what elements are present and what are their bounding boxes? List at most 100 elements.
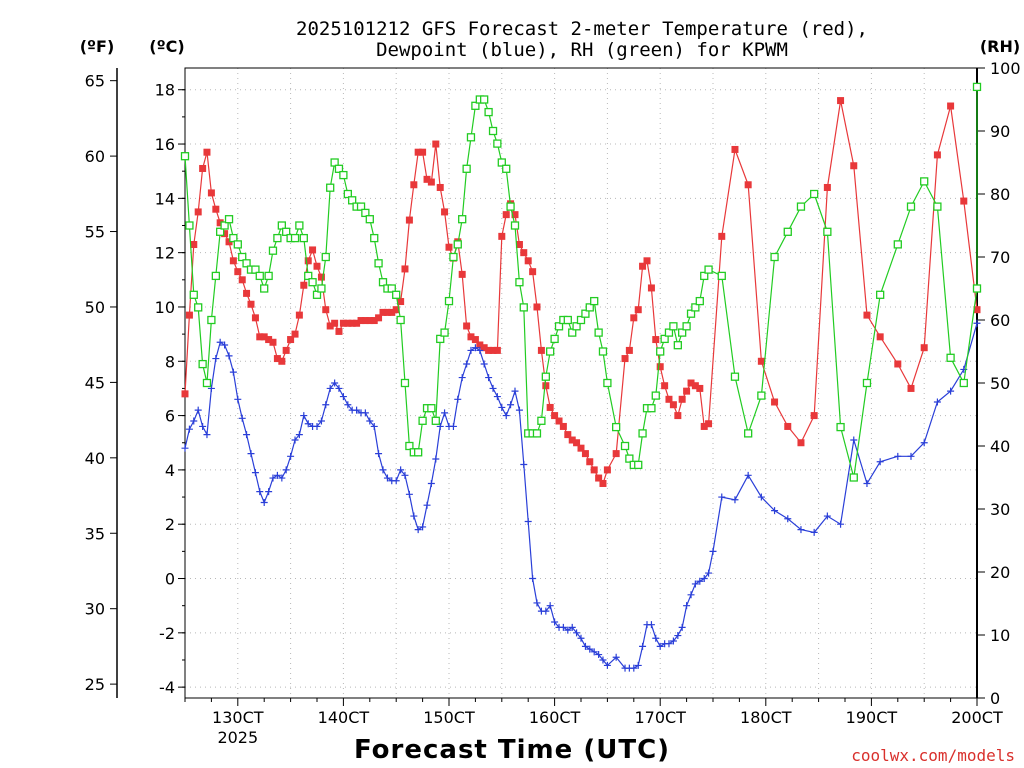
rh-point: [510, 221, 520, 230]
rh-point: [458, 215, 467, 224]
temperature-point: [595, 474, 603, 482]
temperature-point: [397, 298, 405, 306]
temperature-point: [379, 308, 387, 316]
temperature-point: [573, 439, 581, 447]
temperature-point: [480, 344, 488, 352]
rh-point: [546, 347, 555, 356]
chart-title-line-2: Dewpoint (blue), RH (green) for KPWM: [376, 39, 788, 61]
temperature-point: [577, 444, 585, 452]
rh-point: [554, 322, 564, 331]
dewpoint-point: [771, 507, 779, 515]
rh-point: [959, 378, 968, 388]
dewpoint-point: [313, 422, 321, 430]
dewpoint-point: [304, 420, 312, 428]
dewpoint-point: [419, 523, 427, 531]
fahrenheit-tick-label: 65: [85, 72, 105, 91]
rh-tick-label: 50: [990, 374, 1010, 393]
temperature-point: [524, 257, 532, 265]
dewpoint-point: [603, 661, 611, 669]
rh-point: [876, 290, 885, 299]
dewpoint-point: [907, 452, 915, 460]
dewpoint-point: [529, 575, 537, 583]
dewpoint-point: [225, 352, 233, 360]
temperature-point: [388, 308, 396, 316]
rh-point: [972, 284, 982, 293]
rh-point: [480, 95, 489, 104]
celsius-tick-label: 12: [155, 244, 175, 263]
celsius-ticks: -4 -2 0 2 4 6 8 10 12 14 16 18: [155, 81, 185, 697]
rh-point: [515, 278, 524, 287]
rh-point: [603, 378, 612, 388]
dewpoint-point: [542, 607, 550, 615]
temperature-point: [630, 314, 638, 322]
rh-point: [730, 372, 740, 381]
rh-point: [502, 164, 511, 173]
rh-point: [647, 404, 656, 413]
temperature-point: [441, 208, 449, 216]
temperature-point: [401, 265, 409, 273]
dewpoint-point: [287, 452, 295, 460]
temperature-point: [546, 403, 554, 411]
dewpoint-point: [700, 575, 708, 583]
rh-tick-label: 30: [990, 500, 1010, 519]
rh-point: [757, 391, 766, 400]
rh-point: [651, 391, 660, 400]
rh-point: [334, 164, 344, 173]
rh-point: [893, 240, 902, 249]
dewpoint-point: [273, 471, 281, 479]
time-tick-label: 190CT: [846, 708, 898, 727]
temperature-point: [269, 338, 277, 346]
temperature-point: [366, 317, 374, 325]
temperature-point: [405, 216, 413, 224]
rh-point: [933, 202, 942, 211]
temperature-point: [370, 317, 378, 325]
dewpoint-point: [652, 634, 660, 642]
temperature-point: [511, 211, 519, 219]
dewpoint-point: [397, 466, 405, 474]
time-tick-label: 170CT: [634, 708, 686, 727]
dewpoint-point: [199, 422, 207, 430]
dewpoint-point: [370, 422, 378, 430]
dewpoint-point: [392, 477, 400, 485]
rh-point: [810, 189, 819, 199]
dewpoint-point: [300, 412, 308, 420]
temperature-point: [278, 357, 286, 365]
rh-point: [365, 215, 374, 224]
dewpoint-point: [278, 474, 286, 482]
rh-point: [704, 265, 713, 274]
temperature-point: [669, 401, 677, 409]
rh-point: [656, 347, 665, 356]
dewpoint-point: [238, 414, 246, 422]
temperature-point: [599, 479, 607, 487]
rh-point: [585, 303, 594, 312]
celsius-tick-label: 18: [155, 81, 175, 100]
dewpoint-point: [502, 412, 510, 420]
dewpoint-point: [590, 648, 598, 656]
temperature-point: [313, 262, 321, 270]
rh-point: [282, 227, 291, 236]
dewpoint-point: [260, 498, 268, 506]
rh-point: [920, 177, 929, 186]
rh-point: [233, 240, 242, 249]
dewpoint-point: [454, 395, 462, 403]
rh-tick-label: 90: [990, 122, 1010, 141]
temperature-point: [260, 333, 268, 341]
temperature-point: [850, 162, 858, 170]
rh-point: [906, 202, 916, 211]
dewpoint-point: [221, 341, 229, 349]
dewpoint-point: [568, 623, 576, 631]
dewpoint-point: [181, 444, 189, 452]
dewpoint-point: [683, 602, 691, 610]
dewpoint-point: [344, 401, 352, 409]
fahrenheit-tick-label: 25: [85, 675, 105, 694]
dewpoint-point: [265, 488, 273, 496]
temperature-point: [718, 232, 726, 240]
rh-point: [251, 265, 260, 274]
temperature-point: [537, 346, 545, 354]
rh-point: [330, 158, 339, 167]
temperature-point: [907, 384, 915, 392]
rh-point: [466, 133, 476, 142]
rh-ticks: 0 10 20 30 40 50 60 70 80 90 100: [977, 59, 1021, 708]
rh-point: [660, 334, 669, 344]
